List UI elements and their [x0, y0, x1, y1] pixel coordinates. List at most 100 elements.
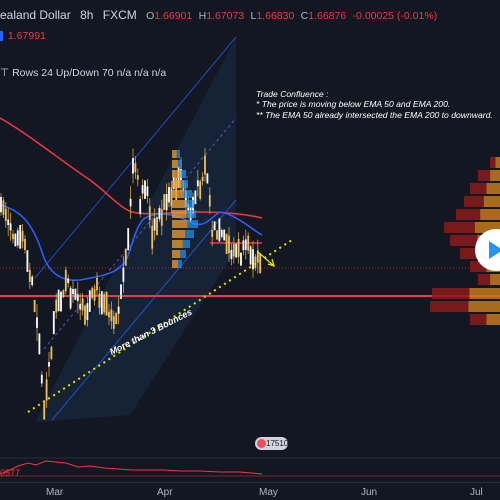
candle-body [4, 208, 7, 221]
ema-color-swatch [0, 31, 3, 42]
candle-body [76, 294, 79, 301]
indicator-volume-profile-row[interactable]: ⊤ Rows 24 Up/Down 70 n/a n/a n/a [0, 66, 166, 80]
candle-body [153, 218, 156, 231]
vrvp-bar-down [444, 222, 475, 233]
candle-body [64, 269, 67, 292]
vp-settings-label: Rows 24 Up/Down 70 [12, 67, 114, 79]
vrvp-bar-down [460, 248, 482, 259]
oscillator-line[interactable] [0, 460, 263, 475]
svp-bar-up [172, 150, 177, 158]
svp-bar-down [187, 220, 198, 228]
channel-mid-line[interactable] [43, 117, 237, 350]
candle-body [103, 294, 106, 313]
candle-body [81, 298, 84, 311]
candle-body [165, 194, 168, 211]
candle-body [50, 346, 53, 359]
candle-body [36, 317, 38, 328]
candle-body [168, 187, 170, 203]
svp-bar-up [172, 180, 182, 188]
candle-body [158, 208, 161, 220]
session-volume-profile [172, 150, 198, 268]
vrvp-bar-up [469, 288, 500, 299]
candle-body [163, 194, 166, 210]
channel-lower-line[interactable] [51, 199, 237, 421]
svp-bar-up [172, 160, 178, 168]
candle-body [79, 303, 82, 310]
candle-body [24, 238, 26, 250]
candle-body [7, 219, 10, 226]
candle-body [237, 238, 240, 257]
svp-bar-down [178, 260, 182, 268]
x-tick-label: Apr [157, 487, 173, 498]
candle-body [74, 288, 77, 300]
candle-body [148, 206, 151, 221]
svp-bar-down [185, 200, 194, 208]
candle-body [228, 235, 230, 254]
candle-body [129, 198, 132, 207]
timeframe-label[interactable]: 8h [80, 8, 94, 22]
change-value: -0.00025 (-0.01%) [352, 10, 438, 22]
candle-body [0, 196, 2, 213]
rising-trendline[interactable] [27, 239, 293, 413]
vrvp-bar-down [470, 314, 487, 325]
news-badge[interactable]: 17510 [255, 437, 288, 450]
candle-body [2, 200, 5, 215]
time-axis[interactable]: Mar Apr May Jun Jul [0, 482, 500, 500]
candle-body [247, 235, 250, 251]
svp-bar-up [172, 220, 188, 228]
candle-body [139, 199, 142, 215]
symbol-name[interactable]: ealand Dollar [0, 8, 71, 22]
candle-body [160, 209, 163, 226]
ascending-channel[interactable] [35, 37, 236, 422]
candle-body [151, 225, 154, 249]
ema200-line[interactable] [0, 117, 263, 219]
candle-body [124, 248, 127, 266]
projection-arrow[interactable] [257, 251, 275, 267]
candle-body [156, 216, 158, 236]
candle-body [132, 158, 134, 174]
projection-arrow-head [267, 258, 275, 268]
candle-body [69, 287, 72, 309]
candle-body [225, 233, 228, 255]
x-tick-label: May [259, 487, 278, 498]
candle-body [110, 309, 113, 322]
svp-bar-down [185, 230, 194, 238]
close-label: C [300, 10, 309, 22]
candle-body [16, 230, 19, 246]
ema50-line[interactable] [0, 204, 263, 281]
indicator-ema-row[interactable]: 1.67991 [0, 29, 46, 43]
candle-body [117, 306, 120, 314]
candle-body [43, 400, 46, 420]
vrvp-bar-down [464, 196, 484, 207]
candle-body [52, 311, 55, 335]
candle-body [244, 239, 247, 250]
candle-body [230, 249, 233, 259]
vrvp-bar-down [470, 261, 487, 272]
candle-body [31, 276, 34, 286]
candle-body [60, 291, 62, 312]
vrvp-bar-up [495, 157, 500, 168]
trade-confluence-note[interactable]: Trade Confluence : * The price is moving… [256, 89, 500, 120]
x-tick-label: Jun [361, 487, 378, 498]
candle-body [223, 229, 226, 241]
candle-body [256, 250, 259, 263]
candle-body [86, 303, 89, 321]
low-value: 1.66830 [256, 10, 295, 22]
news-count: 17510 [266, 439, 288, 448]
svp-bar-down [180, 170, 186, 178]
candle-body [136, 175, 139, 180]
candle-body [91, 287, 94, 298]
vrvp-bar-up [483, 196, 500, 207]
candle-body [235, 243, 238, 258]
svp-bar-down [176, 150, 180, 158]
candle-body [98, 293, 101, 308]
candle-body [196, 180, 199, 187]
broker-label: FXCM [102, 8, 137, 22]
vrvp-bar-down [432, 288, 470, 299]
svp-bar-down [182, 240, 190, 248]
candle-body [252, 249, 254, 270]
note-line-2: ** The EMA 50 already intersected the EM… [256, 109, 493, 120]
news-icon [257, 439, 266, 448]
